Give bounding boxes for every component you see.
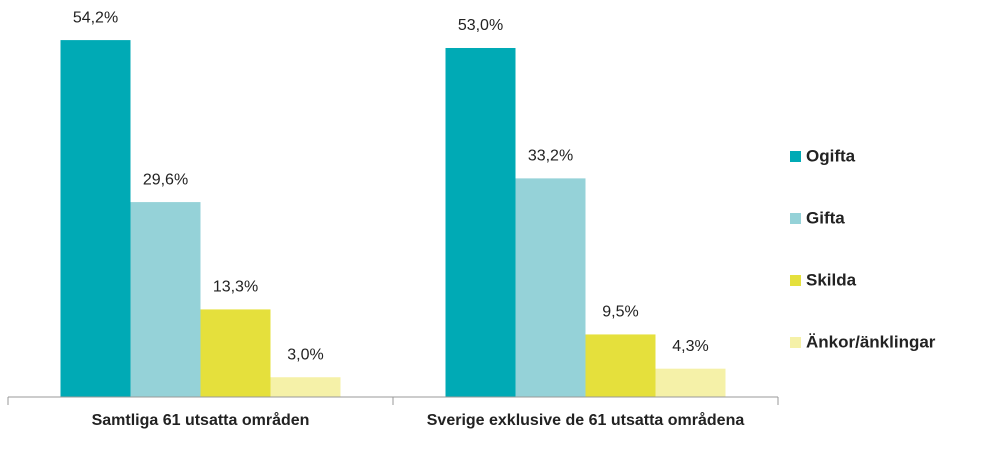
- data-label: 9,5%: [602, 304, 638, 321]
- legend-label: Änkor/änklingar: [806, 332, 936, 351]
- data-label: 29,6%: [143, 171, 188, 188]
- bar: [270, 377, 341, 397]
- legend-swatch: [790, 151, 801, 162]
- legend-swatch: [790, 337, 801, 348]
- x-tick-label: Sverige exklusive de 61 utsatta områdena: [426, 412, 745, 429]
- bar: [515, 178, 586, 397]
- legend-swatch: [790, 275, 801, 286]
- data-label: 33,2%: [528, 148, 573, 165]
- data-label: 53,0%: [458, 17, 503, 34]
- legend-label: Ogifta: [806, 146, 856, 165]
- legend-label: Skilda: [806, 270, 857, 289]
- bar: [655, 368, 726, 397]
- data-label: 54,2%: [73, 9, 118, 26]
- data-label: 13,3%: [213, 279, 258, 296]
- data-label: 3,0%: [287, 346, 323, 363]
- bar: [60, 40, 131, 398]
- data-label: 4,3%: [672, 338, 708, 355]
- bar: [130, 202, 201, 397]
- bar: [585, 334, 656, 397]
- legend-label: Gifta: [806, 208, 845, 227]
- bar: [200, 309, 271, 397]
- legend-swatch: [790, 213, 801, 224]
- x-tick-label: Samtliga 61 utsatta områden: [91, 412, 310, 429]
- bar: [445, 47, 516, 398]
